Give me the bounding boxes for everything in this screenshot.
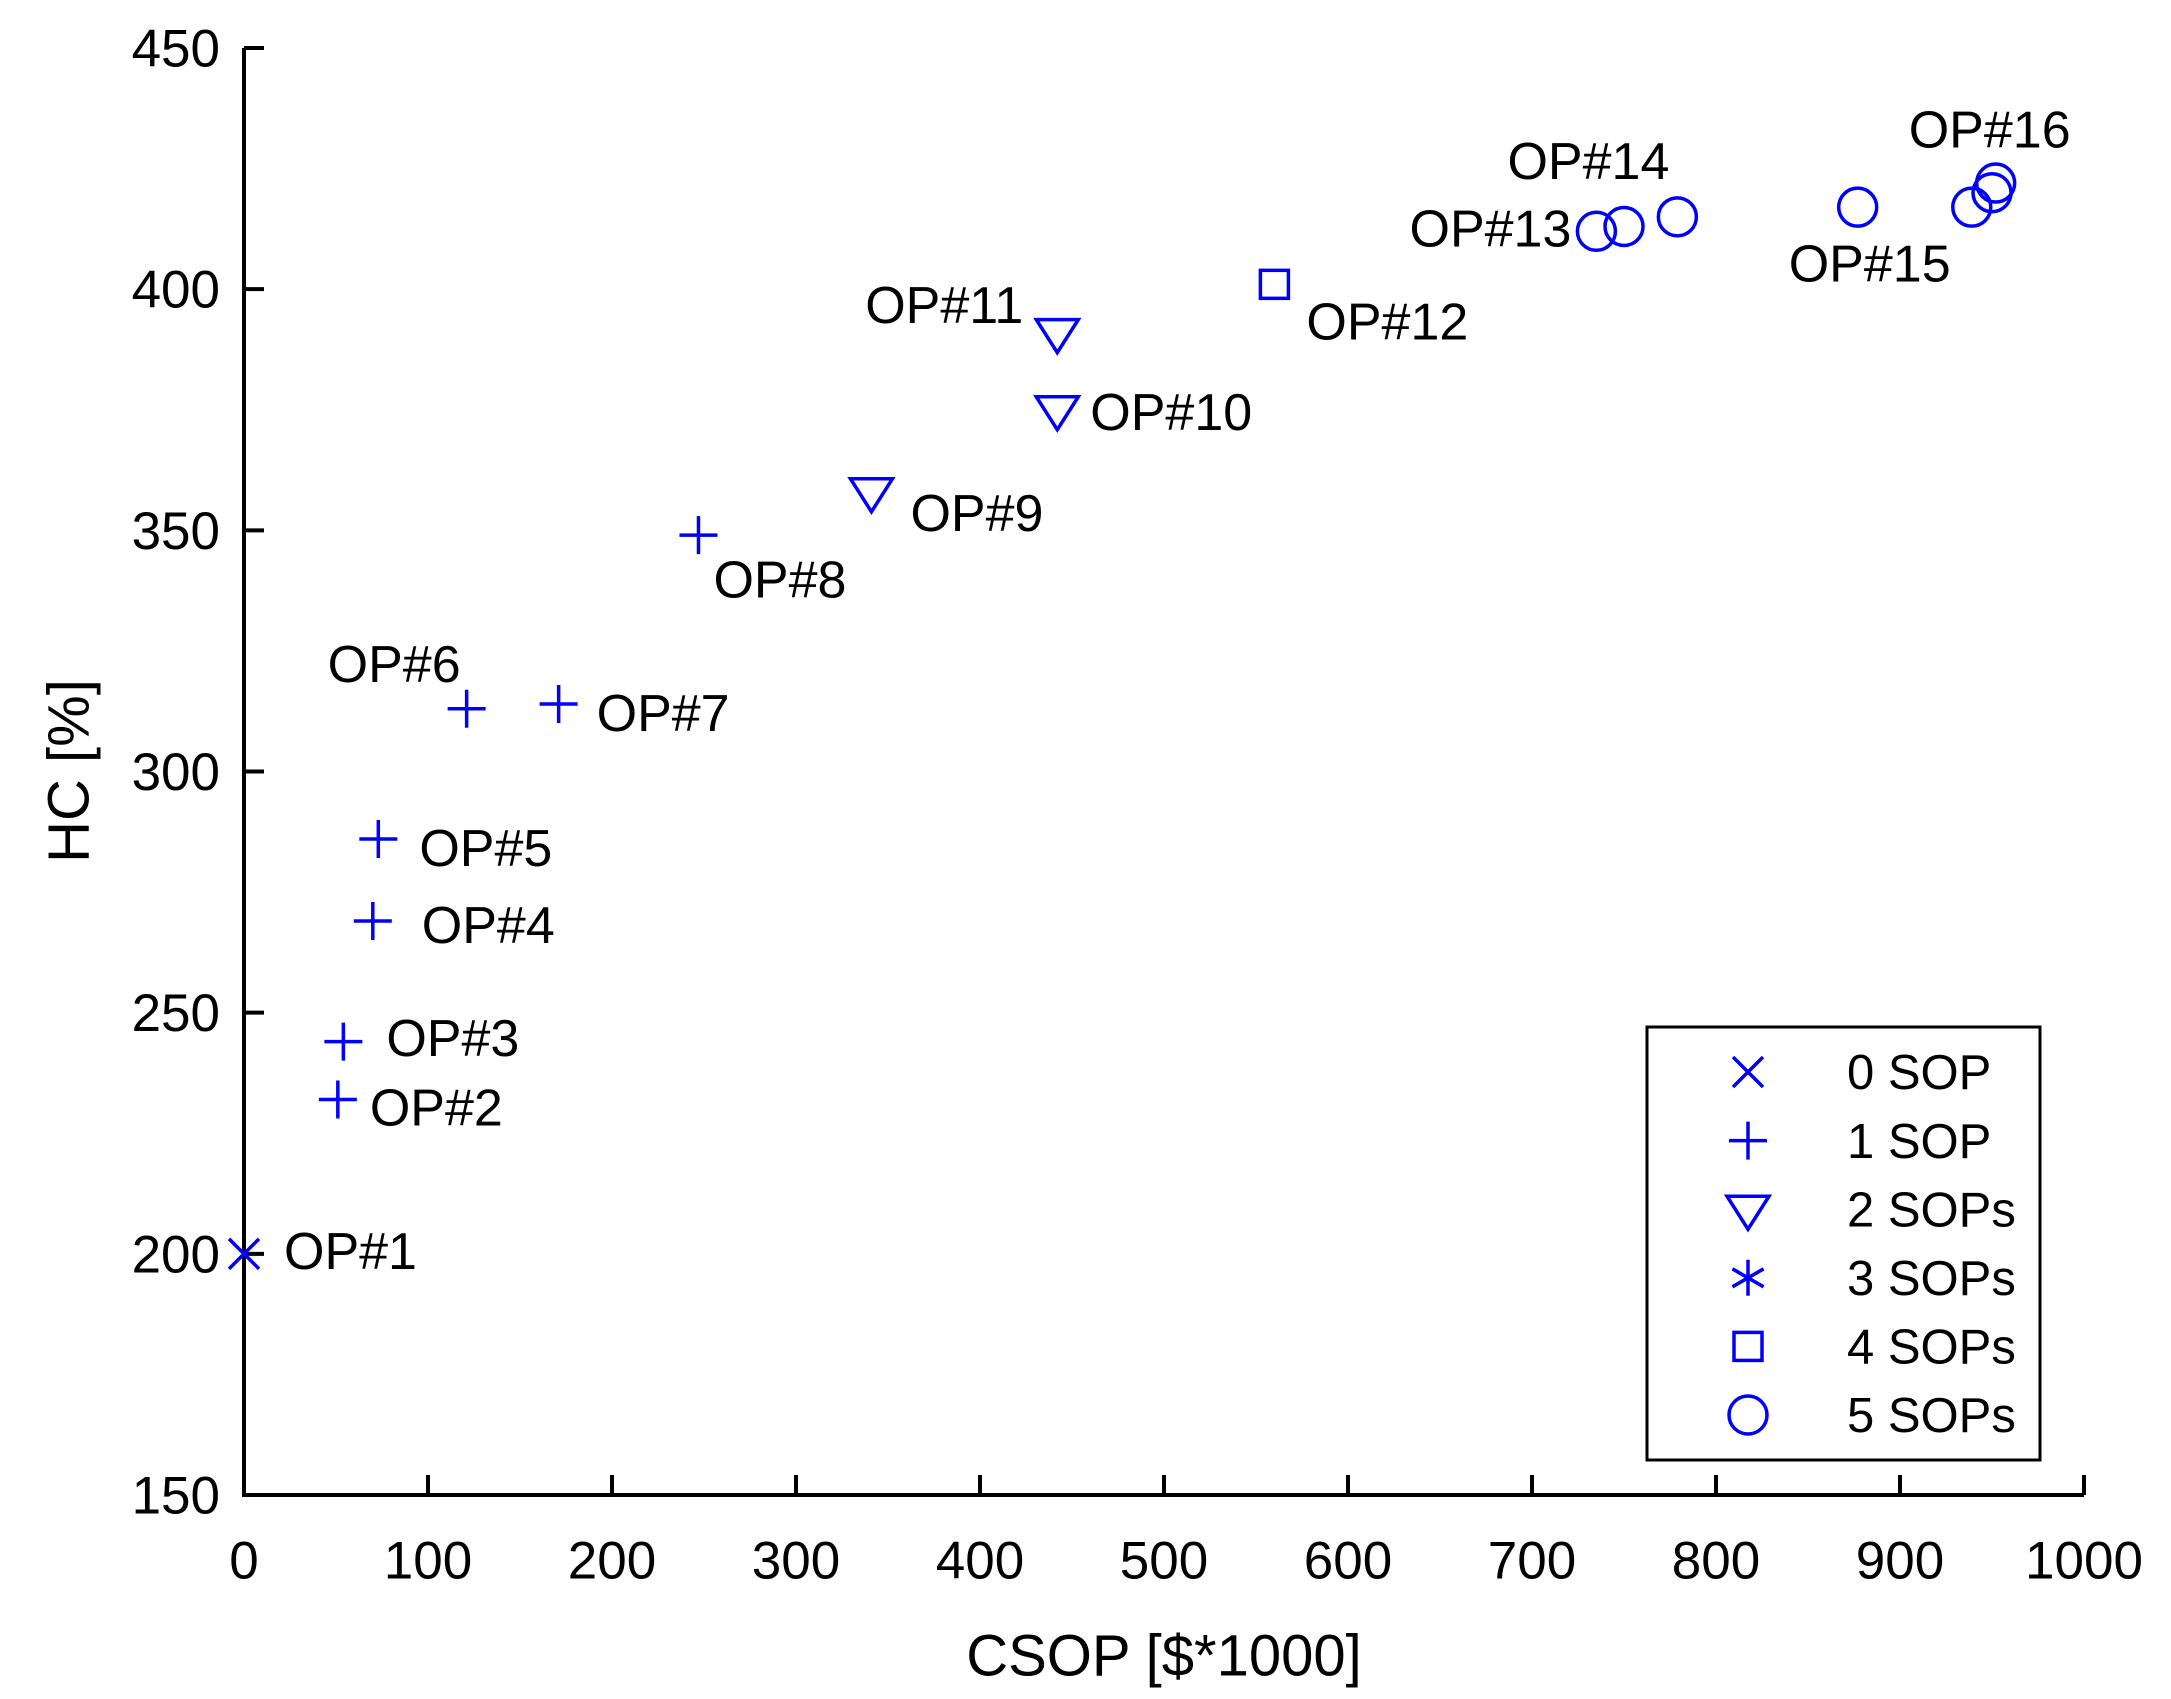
y-tick-label: 400 [132,261,220,320]
data-point-marker-OP#10 [1033,395,1082,434]
x-tick-label: 100 [384,1532,472,1591]
op-label-OP#10: OP#10 [1090,384,1252,442]
y-tick-label: 300 [132,743,220,802]
op-label-OP#8: OP#8 [713,551,846,609]
legend-marker-asterisk [1731,1259,1765,1296]
op-label-OP#12: OP#12 [1306,294,1468,352]
y-tick-label: 250 [132,984,220,1043]
data-point-marker-OP#4 [353,902,392,941]
y-tick-label: 150 [132,1467,220,1526]
op-label-OP#5: OP#5 [419,820,552,878]
x-tick-label: 0 [229,1532,258,1591]
data-point-marker-OP#2 [318,1080,357,1119]
data-point-marker-OP#6 [447,689,486,728]
op-label-OP#3: OP#3 [386,1010,519,1068]
op-label-OP#4: OP#4 [422,897,555,955]
data-point-marker-OP#13 [1575,210,1618,253]
op-label-OP#15: OP#15 [1789,235,1951,293]
legend-label: 3 SOPs [1847,1252,2016,1306]
legend-box [1645,1025,2042,1462]
x-tick-label: 900 [1856,1532,1944,1591]
data-point-marker-OP#9 [847,476,896,516]
data-point-marker-OP#15 [1836,186,1879,228]
x-axis-label: CSOP [$*1000] [966,1623,1362,1688]
op-label-OP#7: OP#7 [597,685,730,743]
data-point-marker-OP#5 [359,820,398,859]
data-point-marker-OP#13b [1603,205,1645,248]
x-tick-label: 400 [936,1532,1024,1591]
x-tick-label: 500 [1120,1532,1208,1591]
x-tick-label: 800 [1672,1532,1760,1591]
x-tick-label: 600 [1304,1532,1392,1591]
legend-label: 1 SOP [1847,1115,1991,1169]
legend-label: 5 SOPs [1847,1389,2016,1443]
op-label-OP#14: OP#14 [1507,133,1669,191]
legend-marker-x [1731,1055,1765,1089]
data-point-marker-OP#1 [227,1237,261,1271]
legend-marker-triangle-down [1723,1194,1773,1233]
y-tick-label: 350 [132,502,220,561]
legend-marker-square [1732,1330,1764,1363]
op-label-OP#6: OP#6 [328,636,461,694]
op-label-OP#9: OP#9 [910,485,1043,543]
y-tick-label: 200 [132,1225,220,1284]
x-tick-label: 300 [752,1532,840,1591]
op-label-OP#16: OP#16 [1909,101,2071,159]
data-point-marker-OP#11 [1033,317,1082,356]
op-label-OP#2: OP#2 [370,1080,503,1138]
data-point-marker-OP#8 [679,516,718,555]
y-tick-label: 450 [132,20,220,79]
legend-label: 0 SOP [1847,1046,1991,1100]
op-label-OP#11: OP#11 [865,277,1023,335]
data-point-marker-OP#14 [1656,196,1699,238]
data-point-marker-OP#3 [324,1022,363,1061]
legend-marker-plus [1729,1121,1767,1160]
op-label-OP#13: OP#13 [1410,200,1572,258]
y-axis-label: HC [%] [36,679,101,863]
legend-label: 2 SOPs [1847,1183,2016,1237]
legend-marker-circle [1727,1394,1769,1436]
x-tick-label: 200 [568,1532,656,1591]
x-tick-label: 1000 [2025,1532,2143,1591]
op-label-OP#1: OP#1 [284,1223,417,1281]
data-point-marker-OP#12 [1258,268,1291,301]
data-point-marker-OP#16c [1951,186,1993,228]
data-point-marker-OP#7 [539,684,578,723]
legend-label: 4 SOPs [1847,1321,2016,1375]
x-tick-label: 700 [1488,1532,1576,1591]
